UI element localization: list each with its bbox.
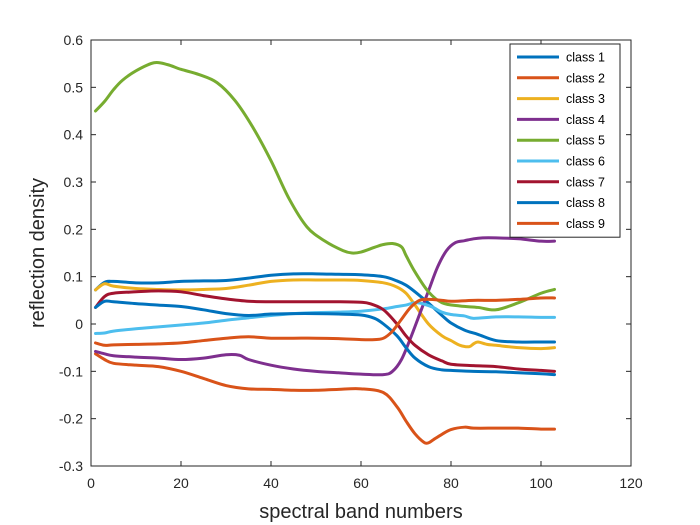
series-line-class-7	[94, 289, 556, 373]
y-tick-label: -0.1	[59, 363, 83, 379]
x-tick-label: 80	[443, 475, 459, 491]
series-line-class-9	[94, 296, 556, 347]
legend-item: class 7	[517, 175, 605, 189]
y-tick-label: 0.4	[64, 127, 84, 143]
x-axis-title: spectral band numbers	[259, 501, 462, 523]
y-axis-title: reflection density	[27, 178, 49, 328]
legend-label: class 4	[566, 113, 605, 127]
series-line-class-5	[94, 60, 556, 312]
y-tick-label: 0.1	[64, 269, 84, 285]
legend-label: class 2	[566, 71, 605, 85]
series-line-class-2	[94, 352, 556, 445]
legend-label: class 3	[566, 92, 605, 106]
y-tick-label: 0.5	[64, 79, 84, 95]
y-tick-label: -0.3	[59, 458, 83, 474]
series-line-class-1	[94, 272, 556, 344]
legend-item: class 1	[517, 51, 605, 65]
x-tick-label: 20	[173, 475, 189, 491]
legend-item: class 3	[517, 92, 605, 106]
series-line-class-8	[94, 299, 556, 377]
x-tick-label: 40	[263, 475, 279, 491]
legend-item: class 9	[517, 217, 605, 231]
legend-item: class 5	[517, 134, 605, 148]
legend-label: class 5	[566, 134, 605, 148]
legend-label: class 9	[566, 217, 605, 231]
legend: class 1 class 2 class 3 class 4 class 5 class…	[509, 43, 621, 238]
y-tick-label: -0.2	[59, 411, 83, 427]
y-tick-label: 0.6	[64, 32, 84, 48]
y-tick-label: 0.2	[64, 221, 84, 237]
legend-label: class 8	[566, 196, 605, 210]
series-line-class-6	[94, 301, 556, 335]
legend-label: class 1	[566, 51, 605, 65]
ticks-layer: 0 20 40 60 80 100 120 -0.3 -0.2 -0.1 0 0.1 0.2 0.3 0.4…	[59, 32, 643, 491]
legend-item: class 4	[517, 113, 605, 127]
legend-item: class 8	[517, 196, 605, 210]
series-line-class-3	[94, 278, 556, 351]
legend-label: class 6	[566, 155, 605, 169]
x-tick-label: 0	[87, 475, 95, 491]
legend-item: class 6	[517, 155, 605, 169]
series-layer	[94, 60, 556, 445]
y-tick-label: 0.3	[64, 174, 84, 190]
x-tick-label: 60	[353, 475, 369, 491]
x-tick-label: 100	[529, 475, 553, 491]
y-tick-label: 0	[75, 316, 83, 332]
x-tick-label: 120	[619, 475, 643, 491]
legend-label: class 7	[566, 175, 605, 189]
series-line-class-4	[94, 236, 556, 377]
legend-item: class 2	[517, 71, 605, 85]
